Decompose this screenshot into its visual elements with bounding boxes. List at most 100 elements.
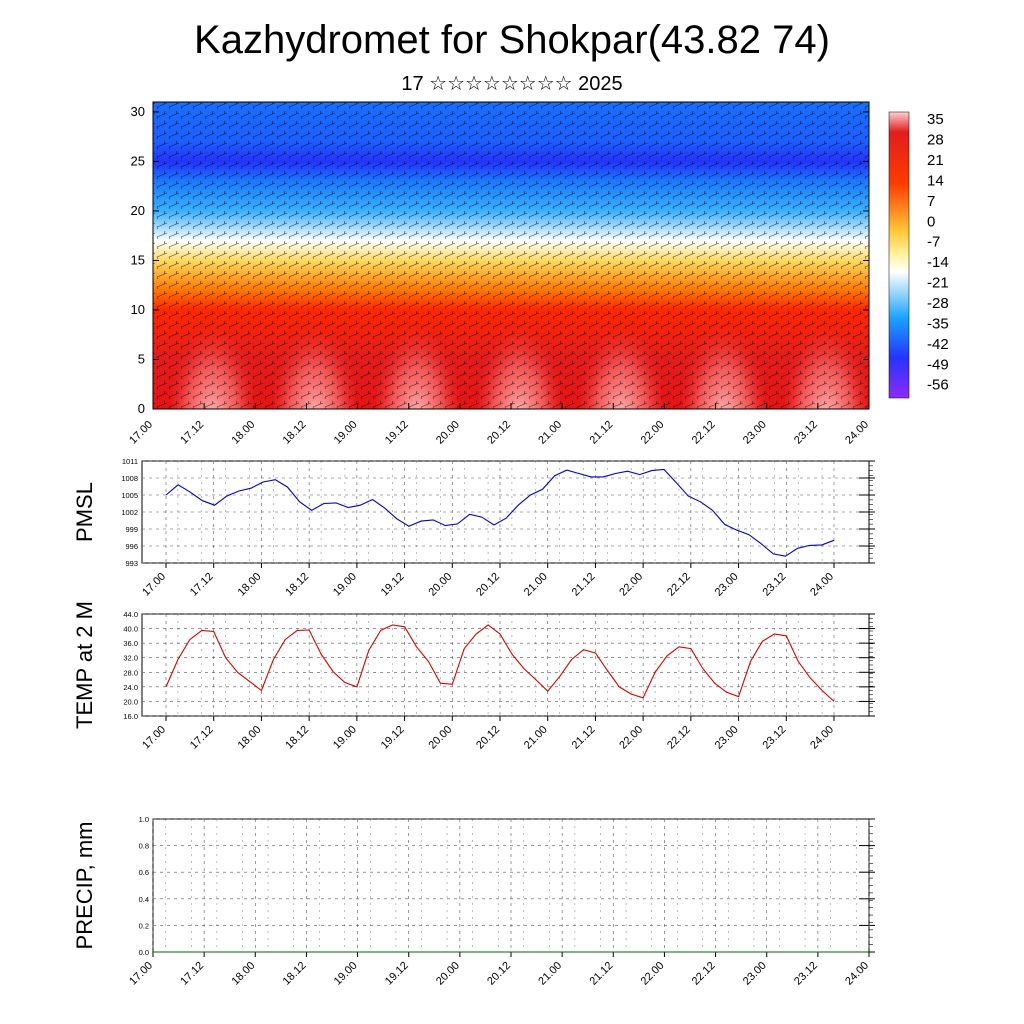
y-tick-label: 999 [125, 525, 138, 534]
y-tick-label: 16.0 [123, 712, 138, 721]
x-tick-label: 23.00 [713, 724, 741, 752]
x-tick-label: 17.12 [188, 724, 216, 752]
y-axis-label: TEMP at 2 M [72, 601, 97, 729]
chart-title: Kazhydromet for Shokpar(43.82 74) [194, 18, 830, 62]
x-tick-label: 22.00 [617, 724, 645, 752]
y-tick-label: 32.0 [123, 654, 138, 663]
x-tick-label: 23.00 [741, 419, 769, 447]
x-tick-label: 17.00 [127, 419, 155, 447]
colorbar-labels: 35 28 21 14 7 0 -7 -14 -21 -28 -35 -42 -49 -56 [927, 111, 949, 394]
x-tick-label: 19.00 [332, 960, 360, 988]
x-tick-label: 17.12 [178, 419, 206, 447]
x-tick-label: 19.00 [331, 571, 359, 599]
colorbar-label: -56 [927, 377, 949, 394]
colorbar-label: 28 [927, 132, 944, 149]
temp-panel: 16.0 20.0 24.0 28.0 32.0 36.0 40.0 44.0 17.00 17.… [72, 601, 875, 752]
x-tick-label: 17.00 [140, 724, 168, 752]
y-tick-label: 25 [131, 153, 145, 168]
colorbar-label: 14 [927, 172, 944, 189]
y-tick-label: 36.0 [123, 639, 138, 648]
x-tick-label: 19.00 [331, 724, 359, 752]
x-tick-label: 20.00 [434, 960, 462, 988]
colorbar-label: 7 [927, 193, 935, 210]
x-tick-label: 21.00 [522, 724, 550, 752]
y-tick-label: 24.0 [123, 683, 138, 692]
x-tick-label: 18.12 [281, 960, 309, 988]
y-axis-label: PMSL [72, 482, 97, 542]
y-tick-label: 15 [131, 252, 145, 267]
x-tick-label: 18.00 [236, 724, 264, 752]
x-tick-label: 20.00 [434, 419, 462, 447]
x-tick-label: 19.12 [379, 571, 407, 599]
x-tick-label: 18.00 [229, 960, 257, 988]
y-tick-label: 5 [138, 351, 145, 366]
series-line [165, 624, 835, 702]
x-tick-label: 23.00 [741, 960, 769, 988]
y-tick-label: 20.0 [123, 697, 138, 706]
x-tick-label: 17.12 [178, 960, 206, 988]
cross-section-panel: 0 5 10 15 20 25 30 17.00 17.12 18.00 18.12 19.00 19… [127, 101, 871, 447]
colorbar-label: 35 [927, 111, 944, 128]
colorbar-label: -35 [927, 315, 949, 332]
y-tick-label: 28.0 [123, 668, 138, 677]
series-line [165, 468, 835, 557]
x-tick-label: 17.00 [140, 571, 168, 599]
colorbar-label: -21 [927, 275, 949, 292]
x-tick-label: 23.12 [760, 571, 788, 599]
x-tick-label: 17.00 [127, 960, 155, 988]
x-tick-label: 18.12 [281, 419, 309, 447]
x-tick-label: 22.12 [690, 419, 718, 447]
x-tick-label: 21.12 [587, 419, 615, 447]
y-tick-label: 1011 [122, 457, 138, 466]
x-tick-label: 23.00 [713, 571, 741, 599]
x-tick-label: 24.00 [808, 571, 836, 599]
x-tick-label: 19.12 [379, 724, 407, 752]
chart-subtitle: 17 ☆☆☆☆☆☆☆☆ 2025 [401, 73, 623, 95]
y-tick-label: 44.0 [123, 610, 138, 619]
x-tick-label: 20.12 [485, 419, 513, 447]
y-tick-label: 0.2 [139, 921, 149, 930]
x-tick-label: 24.00 [843, 960, 871, 988]
x-tick-label: 24.00 [808, 724, 836, 752]
cross-section-y-axis: 0 5 10 15 20 25 30 [131, 104, 869, 416]
x-tick-label: 22.00 [617, 571, 645, 599]
y-tick-label: 996 [125, 542, 138, 551]
colorbar-label: -7 [927, 234, 940, 251]
y-tick-label: 0.4 [139, 895, 149, 904]
y-tick-label: 30 [131, 104, 145, 119]
x-tick-label: 18.00 [236, 571, 264, 599]
x-tick-label: 23.12 [792, 419, 820, 447]
x-tick-label: 20.00 [426, 724, 454, 752]
x-tick-label: 20.12 [485, 960, 513, 988]
x-tick-label: 18.00 [229, 419, 257, 447]
y-tick-label: 0.0 [139, 948, 149, 957]
x-tick-label: 22.00 [639, 419, 667, 447]
pmsl-panel: 993 996 999 1002 1005 1008 1011 17.00 17.12 18.00… [72, 457, 875, 599]
x-tick-label: 23.12 [760, 724, 788, 752]
x-tick-label: 22.12 [690, 960, 718, 988]
colorbar-label: -49 [927, 356, 949, 373]
panel-frame [141, 613, 870, 717]
y-tick-label: 993 [125, 559, 138, 568]
y-tick-label: 1002 [121, 508, 138, 517]
y-tick-label: 1.0 [139, 815, 149, 824]
x-tick-label: 20.12 [474, 571, 502, 599]
x-tick-label: 19.00 [332, 419, 360, 447]
precip-panel: 0.0 0.2 0.4 0.6 0.8 1.0 17.00 17.12 18.00 18.12 19… [72, 815, 875, 988]
colorbar-label: 0 [927, 213, 935, 230]
cross-section-x-axis: 17.00 17.12 18.00 18.12 19.00 19.12 20.00 20.12… [127, 403, 871, 447]
colorbar-scale [888, 111, 910, 399]
colorbar-label: -14 [927, 254, 949, 271]
colorbar: 35 28 21 14 7 0 -7 -14 -21 -28 -35 -42 -49 -56 [888, 111, 949, 399]
x-tick-label: 20.12 [474, 724, 502, 752]
x-tick-label: 21.12 [587, 960, 615, 988]
x-tick-label: 24.00 [843, 419, 871, 447]
y-tick-label: 0.6 [139, 868, 149, 877]
x-tick-label: 21.00 [536, 960, 564, 988]
x-tick-label: 21.00 [536, 419, 564, 447]
colorbar-label: -28 [927, 295, 949, 312]
y-tick-label: 10 [131, 302, 145, 317]
x-tick-label: 21.12 [570, 724, 598, 752]
y-tick-label: 40.0 [123, 625, 138, 634]
